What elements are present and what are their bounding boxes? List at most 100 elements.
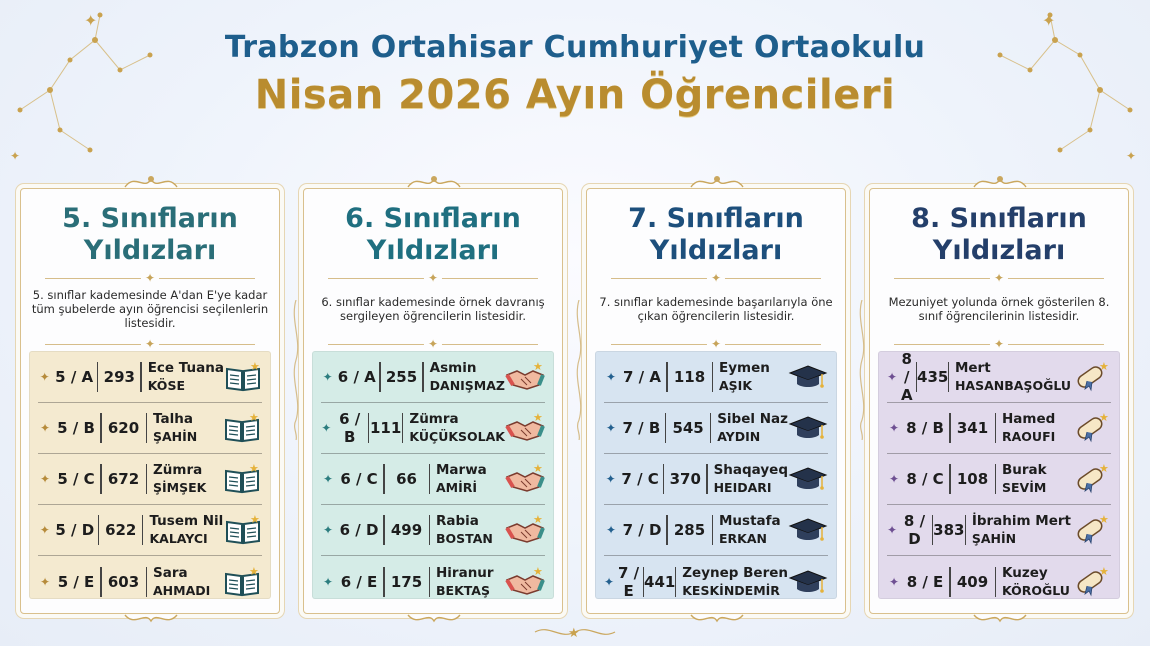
student-last-name: AYDIN [717, 429, 761, 444]
card-title: 8. Sınıfların Yıldızları [870, 203, 1128, 267]
class-label: 5 / D [55, 521, 95, 539]
class-label: 5 / C [57, 470, 95, 488]
column-separator [142, 515, 144, 545]
open-book-icon: ★ [222, 411, 262, 445]
svg-text:★: ★ [250, 361, 260, 373]
column-separator [383, 464, 385, 494]
column-separator [949, 413, 951, 443]
divider-sparkle-icon: ✦ [989, 337, 1009, 351]
student-number: 499 [390, 521, 423, 539]
card-divider: ✦ [45, 271, 255, 285]
column-separator [994, 413, 996, 443]
sparkle-icon: ✦ [605, 523, 617, 537]
column-separator [140, 362, 142, 392]
column-separator [97, 515, 100, 545]
open-book-icon: ★ [223, 513, 262, 547]
sparkle-icon: ✦ [322, 523, 334, 537]
column-separator [706, 464, 708, 494]
student-name: Shaqayeq HEIDARI [708, 462, 788, 496]
column-separator [711, 362, 713, 392]
card-title-line1: 6. Sınıfların [345, 203, 521, 234]
class-label: 8 / A [900, 350, 913, 404]
student-first-name: Marwa [436, 462, 487, 478]
column-separator [949, 464, 951, 494]
sparkle-icon: ✦ [888, 472, 900, 486]
column-separator [96, 362, 99, 392]
student-number: 672 [107, 470, 140, 488]
student-row: ✦ 8 / B 341 Hamed RAOUFI ★ [887, 403, 1111, 454]
svg-text:★: ★ [1099, 566, 1109, 578]
student-name: Ece Tuana KÖSE [142, 360, 224, 394]
student-row: ✦ 8 / A 435 Mert HASANBAŞOĞLU ★ [887, 350, 1111, 404]
column-separator [675, 566, 677, 597]
card-description: 5. sınıflar kademesinde A'dan E'ye kadar… [31, 288, 269, 330]
student-name: Sibel Naz AYDIN [711, 411, 788, 445]
handshake-icon: ★ [505, 462, 545, 496]
graduation-cap-icon [788, 513, 828, 547]
card-divider: ✦ [894, 271, 1104, 285]
column-separator [949, 566, 951, 597]
student-first-name: Hamed [1002, 411, 1056, 427]
grade-card-8: 8. Sınıfların Yıldızları ✦ Mezuniyet yol… [869, 176, 1129, 623]
column-separator [145, 413, 147, 443]
card-bottom-ornament [690, 614, 744, 623]
student-name: Tusem Nil KALAYCI [143, 513, 223, 547]
student-number: 603 [107, 572, 140, 591]
student-name: Zeynep Beren KESKİNDEMİR [676, 565, 788, 599]
svg-text:★: ★ [533, 566, 543, 578]
divider-sparkle-icon: ✦ [989, 271, 1009, 285]
student-first-name: Sibel Naz [717, 411, 788, 427]
card-bottom-ornament [124, 614, 178, 623]
student-last-name: KÖROĞLU [1002, 582, 1070, 598]
student-first-name: Sara [153, 564, 188, 581]
student-row: ✦ 8 / E 409 Kuzey KÖROĞLU ★ [887, 556, 1111, 607]
student-row: ✦ 8 / C 108 Burak SEVİM ★ [887, 454, 1111, 505]
student-number: 111 [369, 419, 402, 437]
column-separator [662, 464, 665, 494]
student-number: 435 [917, 368, 949, 386]
student-number: 108 [956, 470, 989, 488]
diploma-scroll-icon: ★ [1071, 360, 1111, 394]
svg-text:★: ★ [1099, 514, 1109, 526]
svg-text:★: ★ [533, 412, 543, 424]
card-divider: ✦ [611, 337, 821, 351]
column-separator [422, 362, 424, 392]
student-row: ✦ 6 / A 255 Asmin DANIŞMAZ ★ [321, 352, 545, 403]
column-separator [367, 413, 369, 443]
student-name: Kuzey KÖROĞLU [996, 565, 1071, 599]
student-row: ✦ 7 / B 545 Sibel Naz AYDIN [604, 403, 828, 454]
student-last-name: KESKİNDEMİR [682, 582, 780, 598]
svg-text:★: ★ [249, 412, 259, 424]
column-separator [964, 515, 966, 545]
class-label: 6 / E [340, 572, 378, 591]
column-separator [666, 362, 668, 392]
svg-text:★: ★ [1099, 361, 1109, 373]
sparkle-icon: ✦ [39, 370, 50, 384]
sparkle-icon: ✦ [604, 574, 615, 589]
column-separator [428, 566, 430, 597]
sparkle-icon: ✦ [322, 370, 333, 384]
card-title: 6. Sınıfların Yıldızları [304, 203, 562, 267]
card-title-line1: 5. Sınıfların [62, 203, 238, 234]
card-title-line1: 8. Sınıfların [911, 203, 1087, 234]
student-name: Asmin DANIŞMAZ [424, 360, 505, 394]
class-label: 7 / E [618, 563, 640, 600]
card-title-line2: Yıldızları [932, 235, 1066, 266]
student-name: Mustafa ERKAN [713, 513, 788, 547]
card-divider: ✦ [328, 337, 538, 351]
student-last-name: RAOUFI [1002, 429, 1056, 444]
student-row: ✦ 7 / A 118 Eymen AŞIK [604, 352, 828, 403]
svg-text:✦: ✦ [84, 11, 97, 30]
svg-text:★: ★ [249, 463, 259, 475]
column-separator [643, 566, 645, 597]
student-last-name: ŞAHİN [153, 429, 198, 444]
column-separator [709, 413, 712, 443]
divider-sparkle-icon: ✦ [140, 271, 160, 285]
student-row: ✦ 5 / B 620 Talha ŞAHİN ★ [38, 403, 262, 454]
student-number: 545 [672, 419, 704, 437]
column-separator [100, 566, 102, 597]
handshake-icon: ★ [505, 565, 545, 599]
column-separator [145, 464, 147, 494]
column-separator [994, 566, 996, 597]
column-separator [402, 413, 404, 443]
